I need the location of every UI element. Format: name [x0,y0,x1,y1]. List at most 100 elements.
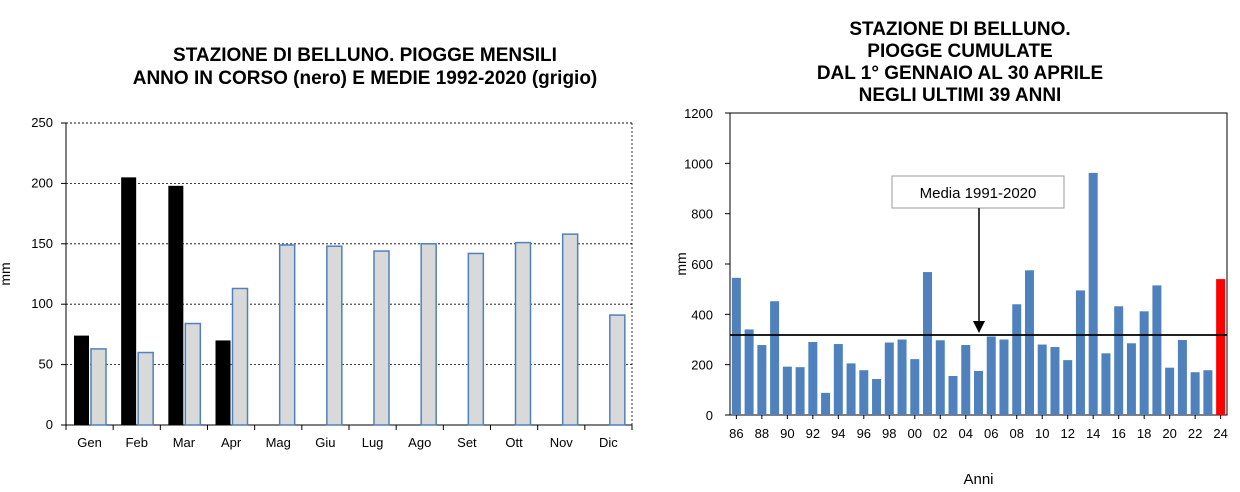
current-year-bar [215,340,231,425]
year-bar [757,345,767,415]
right-x-tick-label: 88 [755,426,769,441]
right-y-tick-label: 800 [691,207,713,222]
average-bar [231,287,249,426]
right-x-tick-label: 04 [959,426,973,441]
year-bar [923,272,933,415]
average-bar [278,244,296,426]
current-year-bar [74,335,89,425]
right-x-tick-label: 90 [780,426,794,441]
year-bar [884,342,894,415]
right-x-tick-label: 10 [1035,426,1049,441]
right-x-tick-label: 00 [908,426,922,441]
left-chart-title-line: ANNO IN CORSO (nero) E MEDIE 1992-2020 (… [132,68,598,89]
left-x-tick-label: Apr [221,435,242,450]
right-x-tick-label: 20 [1162,426,1176,441]
year-bar [897,339,907,415]
year-bar [821,392,831,415]
left-x-tick-label: Mag [266,435,291,450]
year-bar [731,277,741,415]
average-bar [326,245,343,426]
right-chart-title-line: NEGLI ULTIMI 39 ANNI [858,85,1062,106]
year-bar [846,363,856,415]
year-bar [833,344,843,415]
left-chart-title: STAZIONE DI BELLUNO. PIOGGE MENSILI ANNO… [60,44,670,90]
year-bar [1024,270,1034,415]
right-x-tick-label: 96 [857,426,871,441]
annotation-box [891,175,1065,209]
year-bar [1088,172,1098,415]
annotation-label: Media 1991-2020 [920,185,1037,202]
current-year-bar [168,185,184,425]
left-y-tick-label: 250 [31,115,53,130]
year-bar [1139,311,1149,415]
left-x-tick-label: Giu [315,435,335,450]
right-y-tick-label: 200 [691,358,713,373]
right-x-tick-label: 16 [1111,426,1125,441]
left-y-tick-label: 0 [46,417,53,432]
left-x-tick-label: Nov [550,435,574,450]
average-bar [420,243,437,426]
average-bar [467,252,485,426]
left-y-tick-label: 200 [31,175,53,190]
left-x-tick-label: Gen [77,435,102,450]
year-bar [910,359,920,415]
year-bar [999,339,1009,415]
average-bar [373,250,390,426]
year-bar [1126,343,1136,415]
left-x-tick-label: Feb [126,435,148,450]
year-bar [935,340,945,415]
left-x-tick-label: Set [457,435,477,450]
right-x-tick-label: 12 [1060,426,1074,441]
right-x-tick-label: 02 [933,426,947,441]
year-bar [1012,304,1022,415]
year-bar [948,375,958,415]
left-x-tick-label: Dic [599,435,618,450]
left-x-tick-label: Ott [505,435,523,450]
right-y-tick-label: 0 [706,408,713,423]
year-bar [974,370,983,415]
right-y-tick-label: 1200 [684,106,713,121]
left-y-tick-label: 50 [39,357,53,372]
year-bar [770,301,780,415]
left-x-tick-label: Lug [362,435,384,450]
annotation-arrowhead [973,320,985,333]
right-y-tick-label: 600 [691,257,713,272]
right-x-tick-label: 22 [1188,426,1202,441]
left-y-tick-label: 100 [31,296,53,311]
right-x-tick-label: 94 [831,426,845,441]
right-x-tick-label: 06 [984,426,998,441]
right-x-tick-label: 98 [882,426,896,441]
left-chart-title-line: STAZIONE DI BELLUNO. PIOGGE MENSILI [173,45,557,66]
average-bar [609,314,626,426]
average-bar [514,241,532,426]
year-bar [1152,285,1162,415]
left-x-tick-label: Ago [408,435,431,450]
right-x-axis-label: Anni [963,471,993,488]
year-bar [808,342,818,415]
year-bar [872,379,882,415]
year-bar [782,366,792,415]
right-x-tick-label: 18 [1137,426,1151,441]
right-chart-title: STAZIONE DI BELLUNO. PIOGGE CUMULATE DAL… [700,19,1220,107]
year-bar [986,336,996,415]
year-bar [1165,367,1175,415]
current-year-bar [121,177,137,425]
highlight-year-bar [1216,279,1226,415]
year-bar [1063,360,1073,415]
right-x-tick-label: 86 [729,426,743,441]
right-chart-title-line: STAZIONE DI BELLUNO. [849,19,1071,40]
right-chart-title-line: DAL 1° GENNAIO AL 30 APRILE [816,63,1104,84]
right-x-tick-label: 08 [1009,426,1023,441]
year-bar [1101,353,1111,415]
right-x-tick-label: 92 [806,426,820,441]
year-bar [795,367,805,415]
average-bar [184,322,202,426]
year-bar [1050,347,1060,415]
right-y-axis-label: mm [673,252,689,275]
year-bar [859,370,869,415]
year-bar [1203,370,1213,415]
year-bar [744,329,754,415]
average-bar [90,348,107,426]
right-y-tick-label: 400 [691,307,713,322]
year-bar [1114,306,1124,415]
